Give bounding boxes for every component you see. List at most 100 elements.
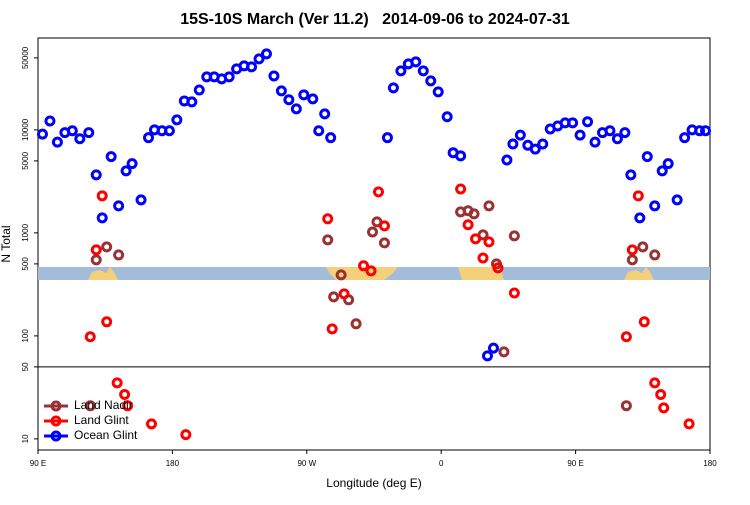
point xyxy=(649,249,661,261)
point xyxy=(529,143,541,155)
point xyxy=(700,125,712,137)
point xyxy=(567,117,579,129)
point xyxy=(66,125,78,137)
point xyxy=(313,125,325,137)
point xyxy=(193,84,205,96)
series xyxy=(84,200,661,412)
point xyxy=(492,262,504,274)
point xyxy=(113,200,125,212)
point xyxy=(632,190,644,202)
point xyxy=(83,127,95,139)
series xyxy=(84,183,695,441)
point xyxy=(90,169,102,181)
point xyxy=(619,127,631,139)
point xyxy=(122,400,134,412)
point xyxy=(84,331,96,343)
point xyxy=(604,125,616,137)
x-axis-label: Longitude (deg E) xyxy=(326,476,421,490)
point xyxy=(96,212,108,224)
point xyxy=(307,93,319,105)
point xyxy=(507,138,519,150)
y-tick-label: 1000 xyxy=(21,223,30,241)
point xyxy=(537,138,549,150)
y-tick-label: 5000 xyxy=(21,151,30,169)
point xyxy=(260,48,272,60)
y-tick-label: 10 xyxy=(21,434,30,443)
x-tick-label: 90 E xyxy=(567,459,583,468)
point xyxy=(481,350,493,362)
point xyxy=(381,132,393,144)
point xyxy=(275,85,287,97)
point xyxy=(694,125,706,137)
legend-label: Land Nadir xyxy=(74,398,133,412)
point xyxy=(372,186,384,198)
point xyxy=(143,132,155,144)
point xyxy=(679,132,691,144)
legend-marker xyxy=(50,415,62,427)
point xyxy=(74,133,86,145)
point xyxy=(655,388,667,400)
point xyxy=(417,65,429,77)
point xyxy=(410,56,422,68)
point xyxy=(683,418,695,430)
point xyxy=(338,288,350,300)
chart-title: 15S-10S March (Ver 11.2) 2014-09-06 to 2… xyxy=(180,11,570,28)
x-tick-label: 90 W xyxy=(297,459,316,468)
point xyxy=(325,132,337,144)
point xyxy=(298,89,310,101)
point xyxy=(111,377,123,389)
series xyxy=(36,48,712,362)
point xyxy=(611,133,623,145)
point xyxy=(626,244,638,256)
y-tick-label: 10000 xyxy=(21,118,30,141)
point xyxy=(90,254,102,266)
point xyxy=(378,220,390,232)
point xyxy=(36,128,48,140)
point xyxy=(425,75,437,87)
point xyxy=(508,230,520,242)
point xyxy=(186,96,198,108)
point xyxy=(514,129,526,141)
point xyxy=(322,234,334,246)
point xyxy=(638,316,650,328)
point xyxy=(253,53,265,65)
x-tick-label: 180 xyxy=(166,459,180,468)
point xyxy=(51,136,63,148)
point xyxy=(367,226,379,238)
point xyxy=(634,212,646,224)
point xyxy=(501,154,513,166)
point xyxy=(455,150,467,162)
point xyxy=(589,136,601,148)
point xyxy=(508,287,520,299)
legend-marker xyxy=(50,430,62,442)
point xyxy=(119,388,131,400)
point xyxy=(395,65,407,77)
point xyxy=(637,241,649,253)
x-tick-label: 0 xyxy=(439,459,444,468)
point xyxy=(365,265,377,277)
point xyxy=(105,151,117,163)
y-tick-label: 50 xyxy=(21,362,30,371)
point xyxy=(671,194,683,206)
point xyxy=(290,103,302,115)
point xyxy=(120,165,132,177)
point xyxy=(101,316,113,328)
point xyxy=(483,236,495,248)
point xyxy=(350,318,362,330)
point xyxy=(462,219,474,231)
point xyxy=(468,208,480,220)
x-tick-label: 180 xyxy=(703,459,717,468)
point xyxy=(432,86,444,98)
point xyxy=(322,213,334,225)
x-tick-label: 90 E xyxy=(30,459,46,468)
point xyxy=(171,114,183,126)
point xyxy=(498,346,510,358)
point xyxy=(84,400,96,412)
point xyxy=(163,125,175,137)
point xyxy=(483,200,495,212)
y-tick-label: 500 xyxy=(21,257,30,271)
point xyxy=(246,61,258,73)
point xyxy=(641,151,653,163)
point xyxy=(656,165,668,177)
